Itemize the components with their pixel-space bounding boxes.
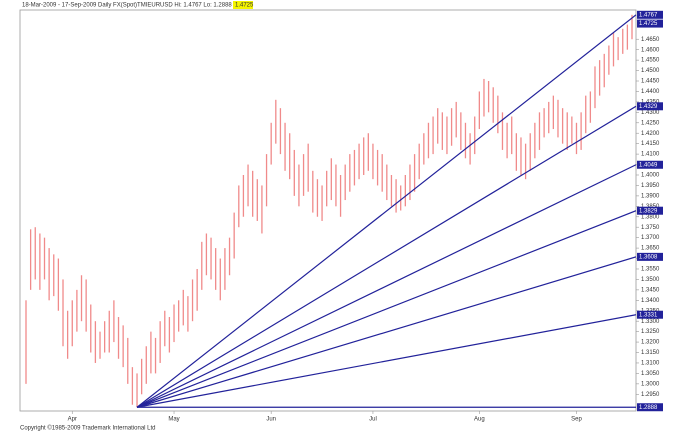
last-price-label: 1.4725 (639, 21, 658, 27)
y-tick-label: 1.4500 (641, 68, 660, 74)
y-tick-label: 1.3500 (641, 277, 660, 283)
y-tick-label: 1.4000 (641, 173, 660, 179)
footer: Copyright ©1985-2009 Trademark Internati… (20, 425, 156, 432)
y-tick-label: 1.3300 (641, 319, 660, 325)
last-price: 1.4725 (235, 3, 254, 9)
level-box (637, 252, 663, 261)
y-tick-label: 1.4150 (641, 141, 660, 147)
fan-line (136, 210, 637, 408)
fan-line (136, 164, 637, 408)
y-tick-label: 1.3250 (641, 329, 660, 335)
fan-line (136, 314, 637, 408)
y-tick-label: 1.4450 (641, 79, 660, 85)
y-tick-label: 1.3650 (641, 246, 660, 252)
x-tick-label: Jul (369, 417, 377, 423)
fan-line (136, 105, 637, 408)
level-label: 1.3331 (639, 312, 658, 318)
y-tick-label: 1.4100 (641, 152, 660, 158)
y-tick-label: 1.3000 (641, 381, 660, 387)
y-tick-label: 1.3750 (641, 225, 660, 231)
y-tick-label: 1.3200 (641, 340, 660, 346)
y-tick-label: 1.3700 (641, 235, 660, 241)
level-label: 1.4767 (639, 12, 658, 18)
level-label: 1.4049 (639, 162, 658, 168)
y-tick-label: 1.3400 (641, 298, 660, 304)
y-tick-label: 1.3100 (641, 361, 660, 367)
fan-line (136, 14, 637, 408)
y-tick-label: 1.4400 (641, 89, 660, 95)
y-tick-label: 1.3050 (641, 371, 660, 377)
x-tick-label: Apr (68, 417, 77, 423)
x-tick-label: Jun (266, 417, 276, 423)
fan-line (136, 256, 637, 408)
level-label: 1.4329 (639, 104, 658, 110)
last-price-highlight (233, 1, 253, 9)
y-tick-label: 1.4600 (641, 47, 660, 53)
level-box (637, 160, 663, 169)
y-tick-label: 1.4650 (641, 37, 660, 43)
y-tick-label: 1.4300 (641, 110, 660, 116)
last-price-box (637, 19, 663, 28)
level-box (637, 206, 663, 215)
level-box (637, 102, 663, 111)
x-tick-label: Aug (474, 417, 485, 423)
level-box (637, 403, 663, 412)
y-tick-label: 1.3950 (641, 183, 660, 189)
y-tick-label: 1.3900 (641, 193, 660, 199)
x-tick-label: Sep (571, 417, 582, 423)
y-tick-label: 1.3550 (641, 267, 660, 273)
level-label: 1.3608 (639, 254, 658, 260)
y-tick-label: 1.2950 (641, 392, 660, 398)
y-tick-label: 1.3800 (641, 214, 660, 220)
chart-title: 18-Mar-2009 - 17-Sep-2009 Daily FX(Spot)… (22, 3, 232, 9)
y-tick-label: 1.4550 (641, 58, 660, 64)
level-label: 1.3829 (639, 208, 658, 214)
y-tick-label: 1.3450 (641, 287, 660, 293)
level-box (637, 310, 663, 319)
level-label: 1.2888 (639, 405, 658, 411)
y-tick-label: 1.4250 (641, 120, 660, 126)
x-tick-label: May (168, 417, 179, 423)
y-tick-label: 1.3150 (641, 350, 660, 356)
plot-frame (19, 9, 637, 412)
y-tick-label: 1.4200 (641, 131, 660, 137)
level-box (637, 10, 663, 19)
